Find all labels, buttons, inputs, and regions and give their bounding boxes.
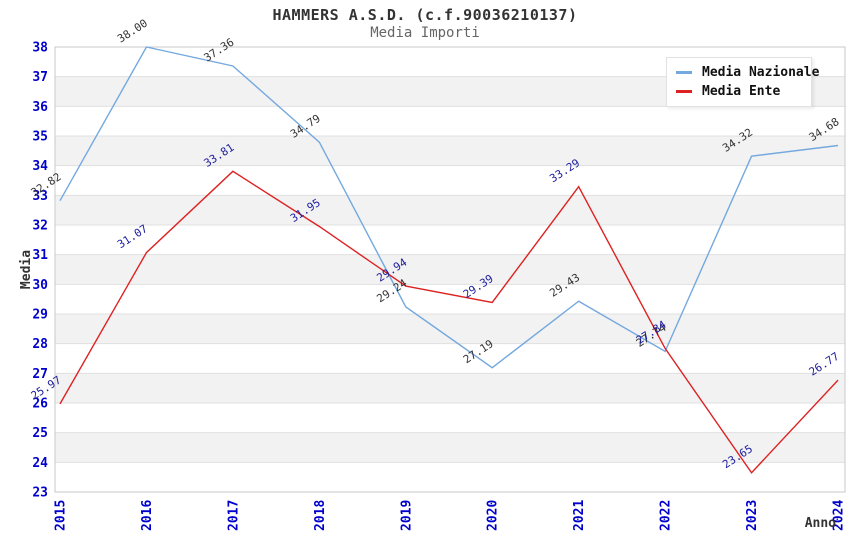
y-tick-label: 31 (32, 248, 48, 263)
plot-band (55, 314, 845, 344)
series-line-media-nazionale (59, 46, 839, 369)
y-tick-label: 27 (32, 367, 48, 382)
y-tick-label: 33 (32, 189, 48, 204)
y-axis-title: Media (19, 250, 34, 289)
page-subtitle: Media Importi (370, 25, 480, 41)
page-title: HAMMERS A.S.D. (c.f.90036210137) (272, 6, 578, 24)
y-tick-label: 23 (32, 486, 48, 501)
x-tick-label: 2022 (659, 500, 674, 531)
series-line-media-ente (59, 170, 839, 474)
y-tick-label: 30 (32, 278, 48, 293)
legend-label-media-nazionale: Media Nazionale (702, 65, 820, 80)
x-tick-label: 2024 (832, 500, 847, 531)
x-tick-label: 2015 (54, 500, 69, 531)
x-tick-label: 2023 (745, 500, 760, 531)
y-tick-label: 24 (32, 456, 48, 471)
plot-band (55, 284, 845, 314)
x-axis-title: Anno (805, 516, 836, 531)
x-tick-label: 2016 (140, 500, 155, 531)
y-tick-label: 35 (32, 130, 48, 145)
plot-band (55, 195, 845, 225)
y-tick-label: 32 (32, 219, 48, 234)
y-tick-label: 25 (32, 426, 48, 441)
plot-band (55, 432, 845, 463)
plot-band (55, 403, 845, 433)
plot-border (54, 46, 846, 493)
chart-legend: Media Nazionale Media Ente (666, 57, 819, 107)
plot-band (55, 343, 845, 374)
x-tick-label: 2019 (399, 500, 414, 531)
x-tick-label: 2018 (313, 500, 328, 531)
plot-band (55, 373, 845, 403)
plot-band (55, 165, 845, 196)
y-tick-label: 36 (32, 100, 48, 115)
legend-label-media-ente: Media Ente (702, 84, 781, 99)
x-tick-label: 2020 (486, 500, 501, 531)
legend-item-media-ente: Media Ente (676, 82, 802, 101)
legend-swatch-media-nazionale (676, 71, 692, 74)
plot-band (55, 462, 845, 492)
x-tick-label: 2021 (572, 500, 587, 531)
y-tick-label: 28 (32, 337, 48, 352)
plot-band (55, 136, 845, 166)
y-tick-label: 26 (32, 397, 48, 412)
plot-band (55, 254, 845, 285)
plot-band (55, 225, 845, 255)
legend-item-media-nazionale: Media Nazionale (676, 63, 819, 82)
legend-swatch-media-ente (676, 90, 692, 93)
plot-band (55, 106, 845, 136)
point-label-media-nazionale: 38.00 (115, 17, 150, 46)
y-tick-label: 37 (32, 70, 48, 85)
y-tick-label: 38 (32, 41, 48, 56)
x-tick-label: 2017 (226, 500, 241, 531)
y-tick-label: 29 (32, 308, 48, 323)
y-tick-label: 34 (32, 159, 48, 174)
